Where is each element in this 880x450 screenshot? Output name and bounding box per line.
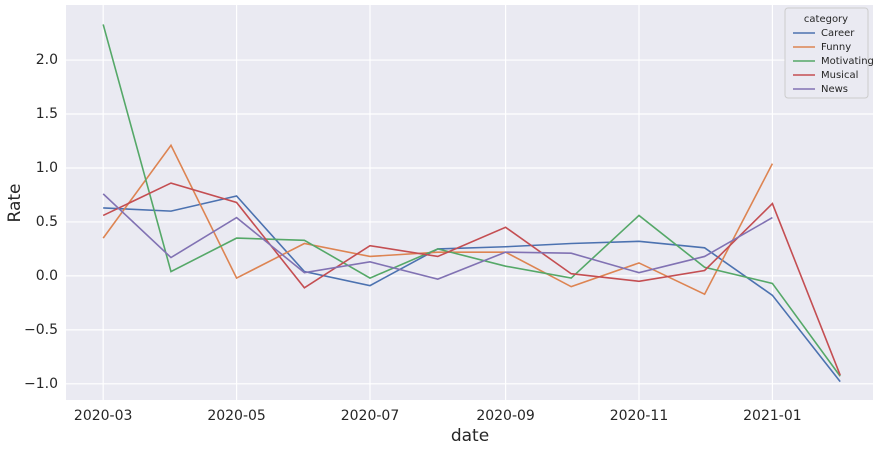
y-tick-label: 1.5 [36,106,58,122]
x-tick-label: 2020-09 [476,408,535,424]
series-line [102,193,773,280]
legend-label: Musical [821,70,858,81]
y-tick-label: 1.0 [36,160,58,176]
legend-label: News [821,84,848,95]
legend-title: category [804,14,848,25]
y-tick-label: −0.5 [24,322,58,338]
x-axis-label: date [451,426,489,446]
plot-area [66,5,873,400]
legend-label: Funny [821,42,851,53]
x-tick-label: 2020-05 [207,408,266,424]
y-tick-label: −1.0 [24,376,58,392]
y-axis-label: Rate [5,184,25,223]
y-tick-label: 0.5 [36,214,58,230]
x-tick-label: 2020-03 [74,408,133,424]
x-tick-label: 2020-11 [610,408,669,424]
series-line [102,24,841,377]
legend-label: Career [821,28,855,39]
legend-label: Motivating [821,56,874,67]
y-tick-label: 0.0 [36,268,58,284]
series-line [102,182,841,376]
series-line [102,143,774,296]
y-tick-label: 2.0 [36,52,58,68]
legend: category Career Funny Motivating Musical New… [784,7,874,99]
x-tick-label: 2021-01 [743,408,802,424]
x-tick-label: 2020-07 [341,408,400,424]
